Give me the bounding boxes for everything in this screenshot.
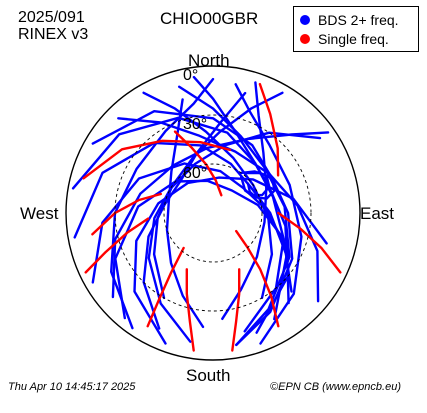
footer-credit: ©EPN CB (www.epncb.eu) bbox=[270, 381, 401, 393]
track-single-freq-0 bbox=[82, 139, 232, 180]
track-multi-freq-3 bbox=[91, 162, 290, 305]
station-title: CHIO00GBR bbox=[160, 9, 259, 28]
elevation-ring-60 bbox=[163, 163, 263, 263]
track-single-freq-1 bbox=[91, 192, 162, 236]
track-multi-freq-16 bbox=[142, 91, 274, 300]
elevation-label-30: 30° bbox=[183, 116, 207, 133]
track-single-freq-4 bbox=[277, 211, 342, 274]
track-multi-freq-9 bbox=[234, 83, 303, 345]
track-multi-freq-8 bbox=[192, 75, 285, 333]
legend-dot-red bbox=[300, 34, 310, 44]
legend-item-single: Single freq. bbox=[300, 30, 389, 48]
track-single-freq-3 bbox=[146, 246, 185, 328]
compass-south: South bbox=[186, 366, 231, 385]
track-multi-freq-14 bbox=[111, 131, 330, 299]
elevation-label-0: 0° bbox=[183, 67, 198, 84]
footer-timestamp: Thu Apr 10 14:45:17 2025 bbox=[8, 381, 136, 393]
track-single-freq-7 bbox=[185, 268, 195, 352]
compass-north: North bbox=[188, 51, 230, 70]
satellite-tracks bbox=[71, 75, 342, 352]
legend-dot-blue bbox=[300, 15, 310, 25]
track-single-freq-6 bbox=[231, 268, 241, 352]
legend-label: Single freq. bbox=[318, 31, 389, 47]
track-multi-freq-15 bbox=[117, 117, 320, 303]
compass-east: East bbox=[360, 204, 395, 223]
track-single-freq-2 bbox=[235, 229, 280, 328]
rinex-version-label: RINEX v3 bbox=[18, 26, 89, 43]
track-multi-freq-11 bbox=[110, 77, 215, 330]
track-multi-freq-13 bbox=[221, 81, 268, 320]
track-multi-freq-2 bbox=[73, 141, 288, 321]
track-multi-freq-17 bbox=[152, 91, 284, 300]
elevation-ring-0 bbox=[65, 65, 361, 361]
track-multi-freq-10 bbox=[142, 91, 247, 330]
elevation-label-60: 60° bbox=[183, 165, 207, 182]
compass-west: West bbox=[20, 204, 59, 223]
date-label: 2025/091 bbox=[18, 9, 85, 26]
legend-label: BDS 2+ freq. bbox=[318, 12, 399, 28]
legend-item-bds: BDS 2+ freq. bbox=[300, 11, 399, 29]
track-single-freq-8 bbox=[258, 82, 280, 177]
elevation-ring-30 bbox=[114, 114, 312, 312]
track-multi-freq-5 bbox=[133, 176, 328, 345]
track-multi-freq-19 bbox=[245, 171, 276, 200]
legend: BDS 2+ freq. Single freq. bbox=[293, 6, 419, 52]
track-multi-freq-12 bbox=[165, 98, 205, 329]
track-single-freq-5 bbox=[84, 217, 150, 274]
elevation-rings: 0° 30° 60° bbox=[65, 65, 361, 361]
